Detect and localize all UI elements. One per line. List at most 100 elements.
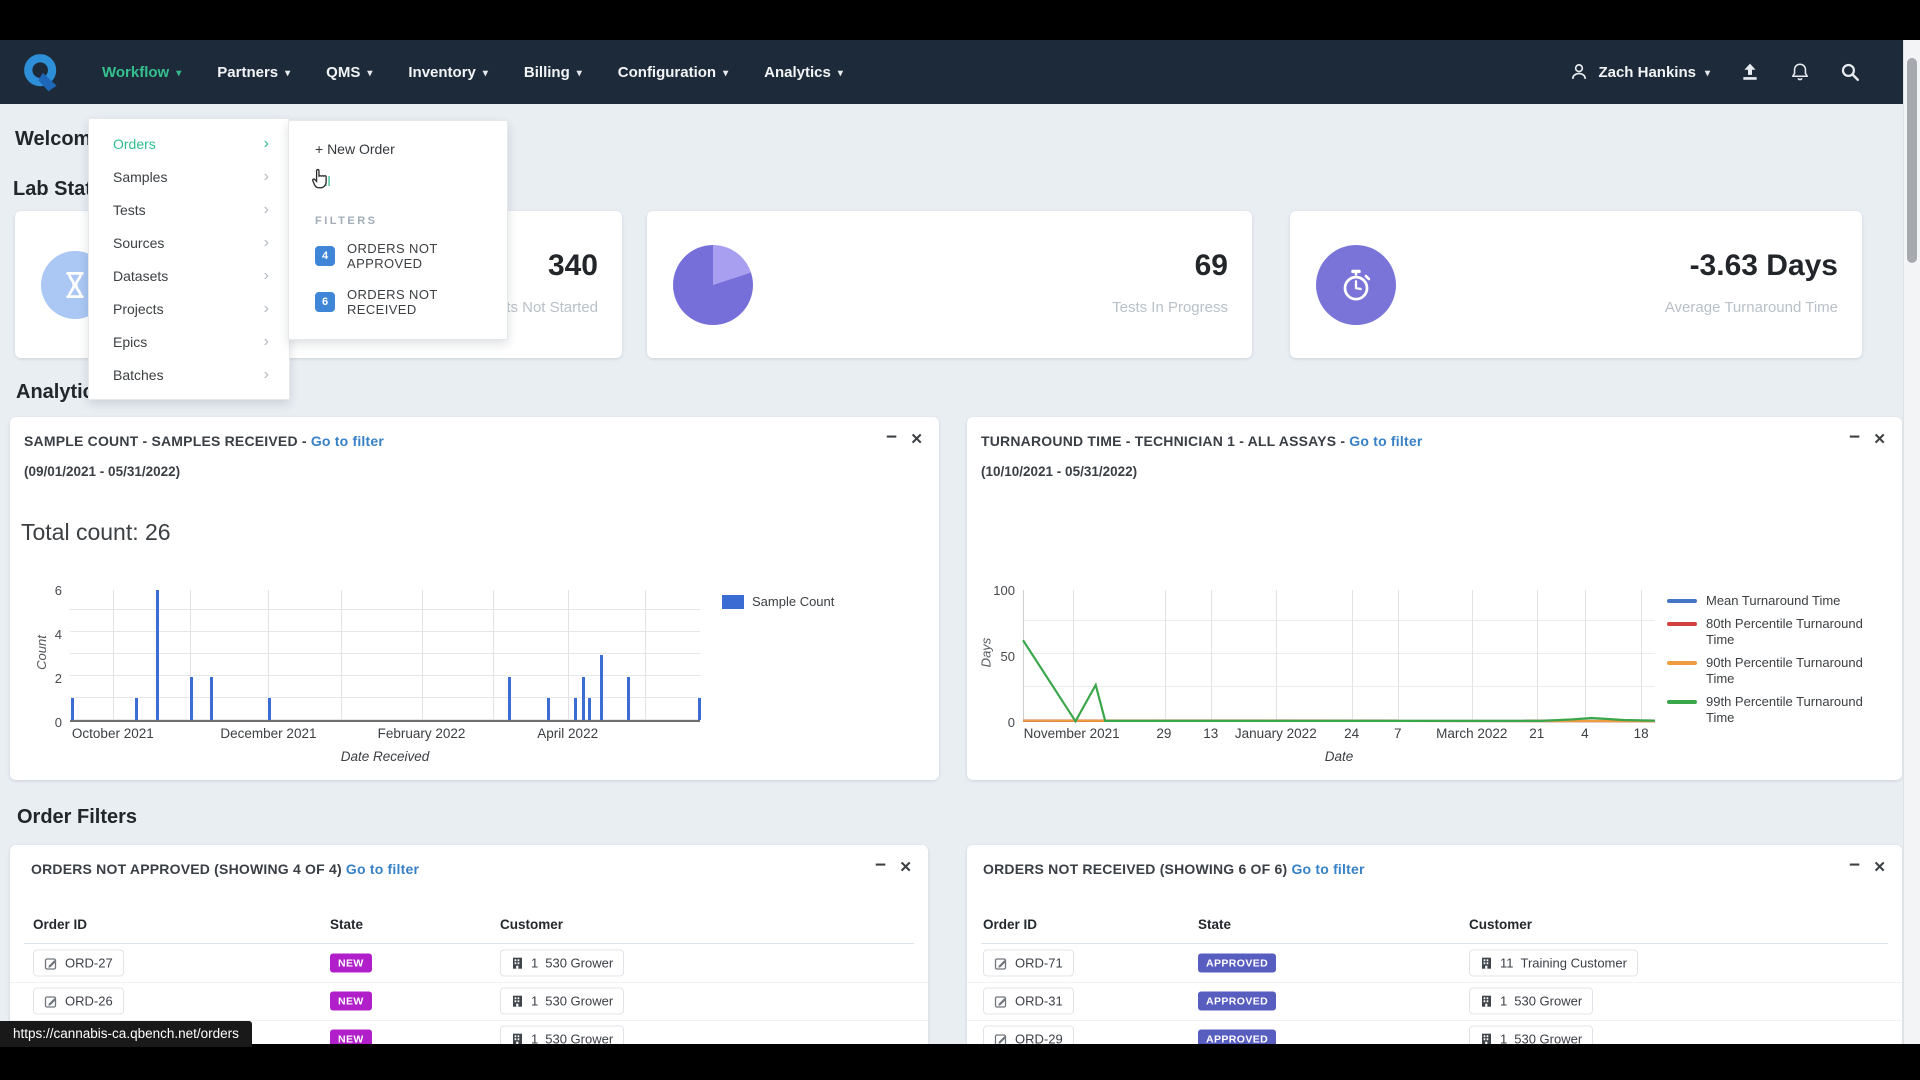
bar (190, 677, 193, 720)
menu-item-sources[interactable]: Sources› (89, 226, 289, 259)
upload-icon[interactable] (1740, 62, 1760, 82)
legend-label: 90th Percentile Turnaround Time (1706, 655, 1884, 687)
letterbox-top (0, 0, 1920, 40)
customer-chip[interactable]: 1530 Grower (1469, 988, 1593, 1015)
navbar-right: Zach Hankins ▾ (1569, 62, 1860, 82)
date-range: (10/10/2021 - 05/31/2022) (981, 464, 1137, 479)
bar (600, 655, 603, 720)
order-link-chip[interactable]: ORD-31 (983, 988, 1074, 1015)
close-icon[interactable]: ✕ (1873, 858, 1886, 876)
column-header-order-id: Order ID (33, 917, 87, 932)
menu-item-samples[interactable]: Samples› (89, 160, 289, 193)
menu-item-datasets[interactable]: Datasets› (89, 259, 289, 292)
user-name: Zach Hankins (1598, 64, 1696, 81)
minimize-icon[interactable]: − (1849, 855, 1860, 877)
user-icon (1569, 62, 1589, 82)
nav-configuration[interactable]: Configuration▾ (618, 64, 728, 81)
search-icon[interactable] (1840, 62, 1860, 82)
close-icon[interactable]: ✕ (899, 858, 912, 876)
nav-inventory[interactable]: Inventory▾ (408, 64, 488, 81)
minimize-icon[interactable]: − (1849, 427, 1860, 449)
caret-down-icon: ▾ (838, 68, 843, 79)
minimize-icon[interactable]: − (875, 855, 886, 877)
bar (508, 677, 511, 720)
bell-icon[interactable] (1790, 62, 1810, 82)
x-tick-label: 18 (1634, 726, 1649, 741)
gridline (493, 590, 494, 720)
stopwatch-icon (1316, 245, 1396, 325)
status-bar-url: https://cannabis-ca.qbench.net/orders (0, 1021, 252, 1047)
customer-chip[interactable]: 11Training Customer (1469, 950, 1638, 977)
menu-item-projects[interactable]: Projects› (89, 292, 289, 325)
caret-down-icon: ▾ (1705, 68, 1710, 79)
nav-billing[interactable]: Billing▾ (524, 64, 582, 81)
stat-card-average-turnaround: -3.63 Days Average Turnaround Time (1290, 211, 1862, 358)
nav-workflow[interactable]: Workflow▾ (102, 64, 181, 81)
legend-label: 99th Percentile Turnaround Time (1706, 694, 1884, 726)
legend-swatch (1667, 622, 1697, 626)
screen: Workflow▾ Partners▾ QMS▾ Inventory▾ Bill… (0, 0, 1920, 1080)
legend-swatch (1667, 599, 1697, 603)
y-tick-label: 0 (1008, 715, 1015, 730)
x-tick-label: January 2022 (1235, 726, 1317, 741)
customer-chip[interactable]: 1530 Grower (500, 950, 624, 977)
all-orders-menu-item[interactable]: All (289, 165, 507, 203)
nav-analytics[interactable]: Analytics▾ (764, 64, 843, 81)
menu-item-batches[interactable]: Batches› (89, 358, 289, 391)
close-icon[interactable]: ✕ (1873, 430, 1886, 448)
x-tick-label: 21 (1529, 726, 1544, 741)
customer-chip[interactable]: 1530 Grower (500, 988, 624, 1015)
x-tick-label: 13 (1203, 726, 1218, 741)
x-tick-label: 7 (1394, 726, 1402, 741)
y-axis-ticks: 0246 (28, 590, 62, 722)
user-menu[interactable]: Zach Hankins ▾ (1569, 62, 1710, 82)
chevron-right-icon: › (264, 136, 269, 152)
filter-orders-not-approved[interactable]: 4 ORDERS NOT APPROVED (289, 233, 507, 279)
panel-title: TURNAROUND TIME - TECHNICIAN 1 - ALL ASS… (981, 433, 1422, 449)
menu-item-orders[interactable]: Orders› (89, 127, 289, 160)
go-to-filter-link[interactable]: Go to filter (346, 861, 419, 877)
scrollbar-thumb[interactable] (1907, 58, 1917, 263)
menu-item-epics[interactable]: Epics› (89, 325, 289, 358)
total-count: Total count: 26 (21, 519, 171, 546)
new-order-menu-item[interactable]: + New Order (289, 133, 507, 165)
menu-item-tests[interactable]: Tests› (89, 193, 289, 226)
x-tick-label: November 2021 (1024, 726, 1120, 741)
gridline (645, 590, 646, 720)
scrollbar-track[interactable] (1903, 40, 1920, 1044)
filter-orders-not-received[interactable]: 6 ORDERS NOT RECEIVED (289, 279, 507, 325)
filter-count-badge: 4 (315, 246, 335, 266)
nav-partners[interactable]: Partners▾ (217, 64, 290, 81)
line-chart-series (1023, 590, 1655, 722)
y-tick-label: 2 (55, 671, 62, 686)
order-link-chip[interactable]: ORD-71 (983, 950, 1074, 977)
y-tick-label: 6 (55, 583, 62, 598)
bar (574, 698, 577, 720)
panel-title: ORDERS NOT RECEIVED (SHOWING 6 OF 6) Go … (983, 861, 1365, 877)
go-to-filter-link[interactable]: Go to filter (1349, 433, 1422, 449)
filter-count-badge: 6 (315, 292, 335, 312)
x-tick-label: February 2022 (378, 726, 466, 741)
legend-swatch (1667, 700, 1697, 704)
close-icon[interactable]: ✕ (910, 430, 923, 448)
bar-chart-plot (70, 590, 700, 722)
bar (268, 698, 271, 720)
gridline (341, 590, 342, 720)
go-to-filter-link[interactable]: Go to filter (1291, 861, 1364, 877)
letterbox-bottom (0, 1044, 1920, 1080)
chevron-right-icon: › (264, 235, 269, 251)
legend-item: 99th Percentile Turnaround Time (1667, 694, 1892, 726)
bar (627, 677, 630, 720)
caret-down-icon: ▾ (176, 68, 181, 79)
order-link-chip[interactable]: ORD-27 (33, 950, 124, 977)
y-tick-label: 0 (55, 715, 62, 730)
nav-qms[interactable]: QMS▾ (326, 64, 372, 81)
y-axis-ticks: 050100 (975, 590, 1015, 722)
go-to-filter-link[interactable]: Go to filter (311, 433, 384, 449)
qbench-logo-icon[interactable] (20, 50, 64, 94)
building-icon (511, 957, 524, 970)
minimize-icon[interactable]: − (886, 427, 897, 449)
stat-label: Tests In Progress (1112, 299, 1228, 316)
order-link-chip[interactable]: ORD-26 (33, 988, 124, 1015)
filters-heading: FILTERS (289, 203, 507, 233)
